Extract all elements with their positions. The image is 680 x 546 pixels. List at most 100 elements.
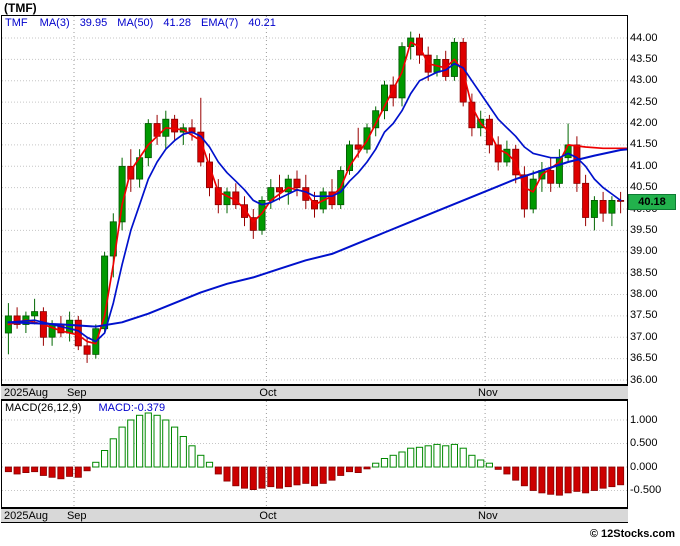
macd-bar-negative [564, 466, 572, 494]
macd-bar-positive [372, 462, 380, 468]
last-price-tag: 40.18 [628, 193, 676, 210]
macd-bar-negative [573, 466, 581, 492]
legend-ema7-value: 40.21 [248, 17, 276, 29]
candle-down [249, 217, 257, 231]
symbol-title: (TMF) [4, 1, 37, 15]
macd-bar-negative [354, 466, 362, 473]
legend-ma50-label: MA(50) [117, 17, 154, 29]
candle-down [389, 84, 397, 99]
macd-bar-positive [127, 419, 135, 468]
price-axis-label: 40.50 [630, 181, 658, 194]
macd-bar-negative [293, 466, 301, 486]
macd-bar-positive [407, 447, 415, 468]
legend-ma3-value: 39.95 [79, 17, 108, 29]
candle-up [608, 199, 616, 214]
macd-bar-positive [398, 451, 406, 468]
macd-bar-negative [74, 466, 82, 478]
price-axis: 44.00 43.50 43.00 42.50 42.00 41.50 41.00 40.50… [630, 0, 680, 546]
candle-up [101, 255, 109, 330]
macd-panel: MACD(26,12,9) MACD:-0.379 [1, 400, 628, 508]
candle-up [564, 144, 572, 159]
price-axis-label: 36.00 [630, 373, 658, 386]
macd-bar-negative [520, 466, 528, 487]
price-axis-label: 41.00 [630, 159, 658, 172]
candle-up [529, 178, 537, 210]
macd-bar-positive [101, 450, 109, 468]
candle-down [582, 182, 590, 218]
macd-bar-positive [162, 419, 170, 468]
macd-bar-negative [538, 466, 546, 494]
macd-bar-negative [494, 466, 502, 470]
macd-bar-negative [232, 466, 240, 487]
macd-bar-negative [83, 466, 91, 472]
overlay-line-ema7 [7, 62, 622, 343]
price-axis-label: 37.50 [630, 309, 658, 322]
x-axis-strip-top: 2025Aug Sep Oct Nov [1, 385, 628, 400]
macd-bar-positive [450, 443, 458, 468]
macd-bar-positive [144, 412, 152, 468]
macd-bar-negative [582, 466, 590, 494]
macd-bar-positive [459, 447, 467, 468]
legend-symbol: TMF [5, 17, 28, 29]
macd-bar-positive [485, 462, 493, 468]
macd-bar-negative [608, 466, 616, 488]
month-label: Nov [478, 387, 498, 399]
chart-legend: TMF MA(3) 39.95 MA(50) 41.28 EMA(7) 40.2… [5, 17, 283, 29]
price-chart-svg [2, 16, 627, 384]
candle-down [354, 144, 362, 150]
month-label: 2025Aug [4, 387, 49, 399]
candle-down [494, 144, 502, 163]
candle-down [599, 199, 607, 214]
candle-down [197, 131, 205, 163]
macd-params-label: MACD(26,12,9) [5, 402, 82, 414]
candle-up [380, 84, 388, 112]
price-axis-label: 42.00 [630, 117, 658, 129]
macd-bar-negative [57, 466, 65, 480]
watermark: © 12Stocks.com [589, 528, 675, 540]
macd-bar-negative [599, 466, 607, 489]
macd-bar-negative [22, 466, 30, 473]
macd-bar-negative [363, 466, 371, 470]
macd-bar-positive [179, 436, 187, 468]
price-axis-label: 36.50 [630, 352, 658, 365]
macd-bar-positive [468, 454, 476, 468]
price-axis-label: 37.00 [630, 330, 658, 343]
candle-down [520, 174, 528, 210]
macd-axis-label: 0.000 [630, 460, 658, 473]
macd-bar-negative [240, 466, 248, 489]
macd-bar-negative [503, 466, 511, 475]
macd-current-value: MACD:-0.379 [98, 402, 166, 414]
macd-bar-negative [66, 466, 74, 477]
macd-bar-positive [415, 446, 424, 468]
candle-down [83, 345, 91, 355]
macd-axis-label: -0.500 [630, 484, 662, 496]
legend-ema7-label: EMA(7) [201, 17, 239, 29]
price-axis-label: 44.00 [630, 31, 658, 44]
macd-bar-positive [109, 438, 117, 468]
macd-bar-positive [477, 459, 485, 468]
macd-bar-positive [442, 445, 450, 468]
macd-bar-positive [433, 443, 441, 468]
candle-down [171, 118, 179, 133]
month-label: 2025Aug [4, 510, 49, 522]
macd-bar-positive [205, 461, 214, 468]
macd-axis-label: 1.000 [630, 413, 658, 426]
month-label: Oct [259, 387, 277, 399]
macd-axis: 1.000 0.500 0.000 -0.500 [630, 0, 680, 546]
price-axis-label: 39.50 [630, 223, 658, 236]
macd-bar-negative [31, 466, 39, 473]
month-label: Nov [478, 510, 498, 522]
price-axis-label: 38.50 [630, 266, 658, 279]
macd-bar-negative [555, 466, 563, 496]
macd-bar-negative [223, 466, 231, 482]
macd-bar-negative [547, 466, 555, 495]
macd-bar-negative [284, 466, 292, 488]
candle-down [293, 178, 301, 189]
macd-bar-negative [302, 466, 310, 484]
macd-bar-negative [319, 466, 327, 484]
month-label: Sep [66, 510, 87, 522]
macd-bar-negative [310, 466, 318, 487]
macd-bar-positive [136, 414, 144, 468]
macd-bar-negative [337, 466, 345, 476]
